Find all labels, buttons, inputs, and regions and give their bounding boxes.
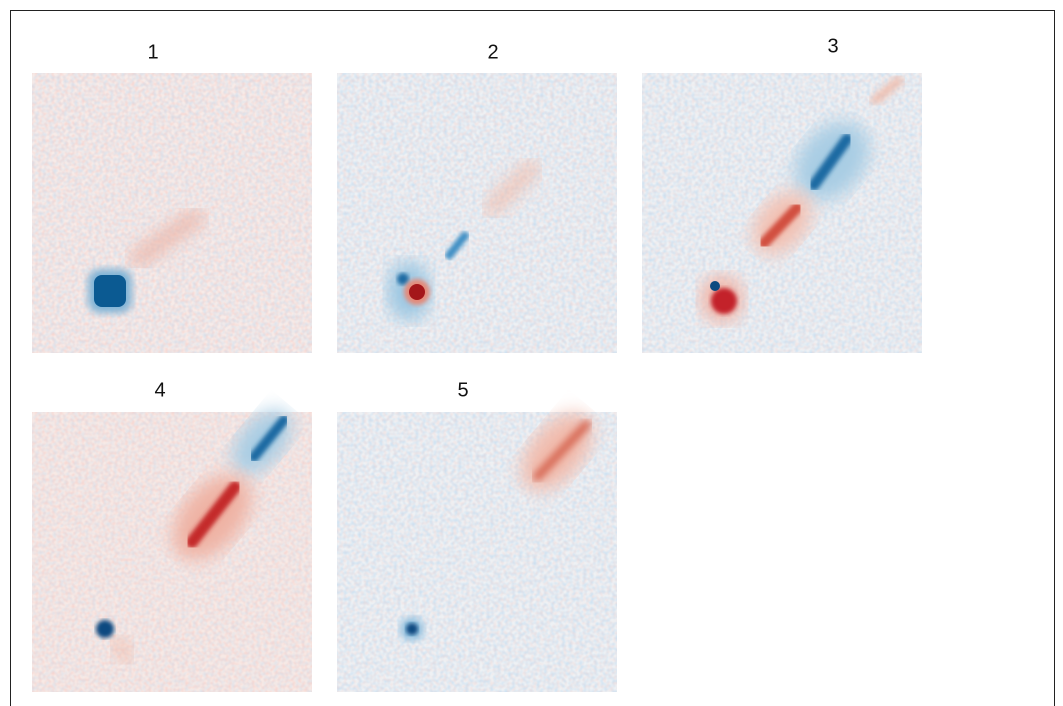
heatmap-panel: [32, 399, 312, 692]
heatmap-panel: [337, 73, 617, 353]
heatmap-panel: [642, 73, 922, 353]
page: {"panels": [{"label": "1"}, {"label": "2…: [0, 0, 1063, 706]
panel-label: 5: [457, 379, 468, 401]
panel-label: 3: [827, 35, 838, 57]
figure: 1 2 3 4 5: [0, 0, 1063, 706]
panel-label: 2: [487, 41, 498, 63]
panel-label: 1: [147, 41, 158, 63]
panel-label: 4: [154, 379, 165, 401]
heatmap-panel: [337, 400, 617, 692]
heatmap-panel: [32, 73, 312, 353]
